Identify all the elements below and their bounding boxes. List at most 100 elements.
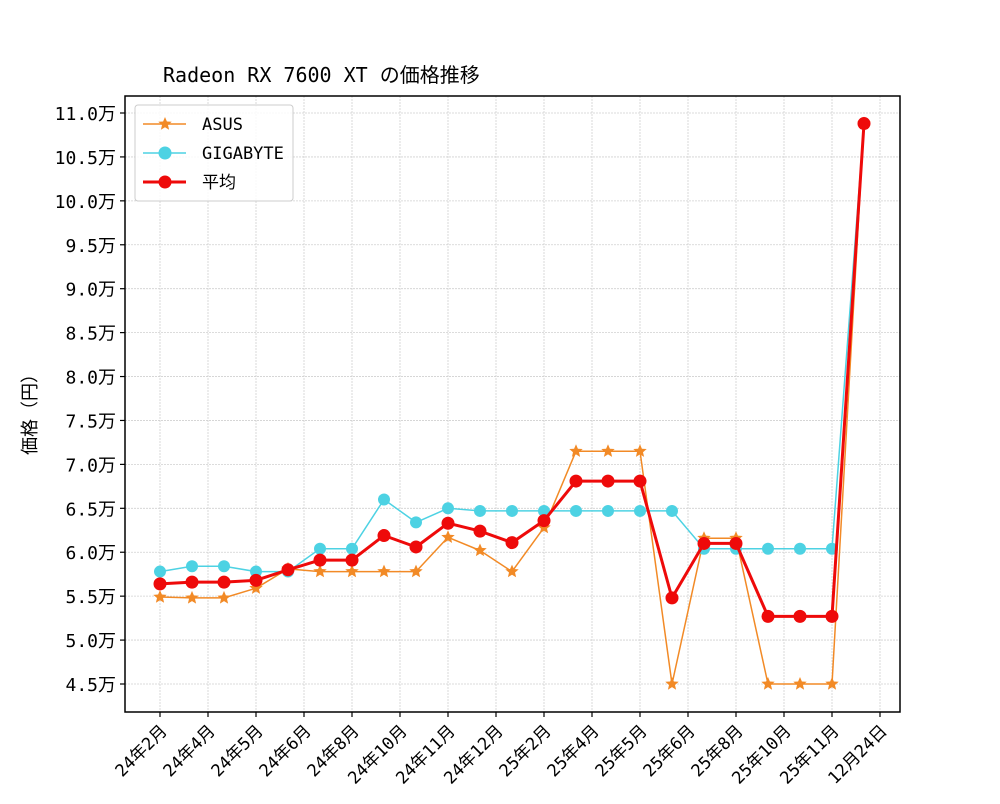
circle-marker	[153, 577, 167, 591]
x-tick-label: 24年5月	[208, 721, 268, 781]
y-axis: 4.5万 5.0万 5.5万 6.0万 6.5万 7.0万 7.5万 8.0万 8.5万 9.0万…	[55, 104, 125, 696]
circle-marker	[410, 516, 422, 529]
circle-marker	[634, 504, 646, 517]
legend-box	[134, 104, 294, 202]
y-axis-label: 価格（円）	[20, 365, 41, 455]
circle-marker	[154, 565, 166, 578]
y-tick-label: 10.0万	[55, 192, 116, 213]
circle-marker	[442, 502, 454, 515]
legend-label: GIGABYTE	[202, 144, 284, 164]
legend: ASUS GIGABYTE 平均	[134, 104, 294, 202]
y-tick-label: 5.0万	[65, 631, 116, 652]
circle-marker	[185, 575, 199, 589]
circle-marker	[409, 540, 423, 554]
x-tick-label: 25年2月	[496, 721, 556, 781]
circle-marker	[601, 474, 615, 488]
star-marker	[153, 590, 167, 603]
circle-marker	[378, 493, 390, 506]
star-marker	[185, 590, 199, 604]
star-marker	[569, 444, 583, 457]
star-marker	[217, 590, 231, 604]
circle-marker	[761, 609, 775, 623]
circle-marker	[825, 609, 839, 623]
plot-frame	[124, 95, 901, 713]
star-marker	[825, 677, 839, 690]
circle-marker	[793, 609, 807, 623]
star-marker	[409, 564, 423, 578]
y-tick-label: 9.0万	[65, 280, 116, 301]
circle-marker	[281, 563, 295, 577]
series-line	[159, 123, 865, 685]
y-tick-label: 7.5万	[65, 411, 116, 432]
star-marker	[633, 444, 647, 457]
legend-item: 平均	[143, 173, 236, 193]
legend-item: ASUS	[143, 115, 243, 135]
circle-marker	[762, 542, 774, 555]
circle-marker	[665, 591, 679, 605]
circle-marker	[602, 504, 614, 517]
circle-marker	[377, 529, 391, 543]
star-marker	[505, 564, 519, 578]
legend-label: 平均	[202, 173, 236, 193]
circle-marker	[314, 542, 326, 555]
circle-marker	[794, 542, 806, 555]
circle-marker	[506, 504, 518, 517]
star-marker	[377, 564, 391, 578]
y-tick-label: 10.5万	[55, 148, 116, 169]
legend-marker	[158, 175, 172, 189]
y-tick-label: 6.0万	[65, 543, 116, 564]
star-marker	[473, 543, 487, 557]
circle-marker	[537, 514, 551, 528]
circle-marker	[313, 553, 327, 567]
y-tick-label: 11.0万	[55, 104, 116, 125]
star-marker	[345, 564, 359, 578]
y-tick-label: 4.5万	[65, 675, 116, 696]
circle-marker	[441, 516, 455, 530]
x-tick-label: 24年2月	[112, 721, 172, 781]
star-marker	[313, 564, 327, 578]
star-marker	[249, 581, 263, 594]
circle-marker	[857, 117, 871, 131]
series-平均	[153, 117, 871, 623]
circle-marker	[186, 560, 198, 573]
y-tick-label: 8.5万	[65, 324, 116, 345]
circle-marker	[633, 474, 647, 488]
y-tick-label: 9.5万	[65, 236, 116, 257]
circle-marker	[538, 504, 550, 517]
star-marker	[761, 677, 775, 690]
y-tick-label: 7.0万	[65, 455, 116, 476]
chart-title: Radeon RX 7600 XT の価格推移	[163, 63, 480, 87]
x-tick-label: 25年6月	[640, 721, 700, 781]
x-tick-label: 25年4月	[544, 721, 604, 781]
series-layer	[153, 116, 871, 690]
circle-marker	[217, 575, 231, 589]
legend-item: GIGABYTE	[143, 144, 284, 164]
legend-marker	[158, 146, 172, 160]
x-tick-label: 24年4月	[160, 721, 220, 781]
star-marker	[441, 530, 455, 543]
series-ASUS	[153, 116, 871, 690]
x-tick-label: 24年6月	[256, 721, 316, 781]
circle-marker	[345, 553, 359, 567]
circle-marker	[505, 536, 519, 550]
y-tick-label: 6.5万	[65, 499, 116, 520]
circle-marker	[570, 504, 582, 517]
y-tick-label: 5.5万	[65, 587, 116, 608]
star-marker	[158, 117, 172, 130]
star-marker	[665, 677, 679, 690]
circle-marker	[729, 536, 743, 550]
circle-marker	[569, 474, 583, 488]
circle-marker	[474, 504, 486, 517]
y-tick-label: 8.0万	[65, 368, 116, 389]
star-marker	[601, 444, 615, 457]
legend-label: ASUS	[202, 115, 243, 135]
circle-marker	[346, 542, 358, 555]
circle-marker	[218, 560, 230, 573]
circle-marker	[473, 524, 487, 538]
circle-marker	[697, 536, 711, 550]
x-axis: 24年2月24年4月24年5月24年6月24年8月24年10月24年11月24年…	[112, 712, 892, 789]
x-tick-label: 25年5月	[592, 721, 652, 781]
circle-marker	[666, 504, 678, 517]
